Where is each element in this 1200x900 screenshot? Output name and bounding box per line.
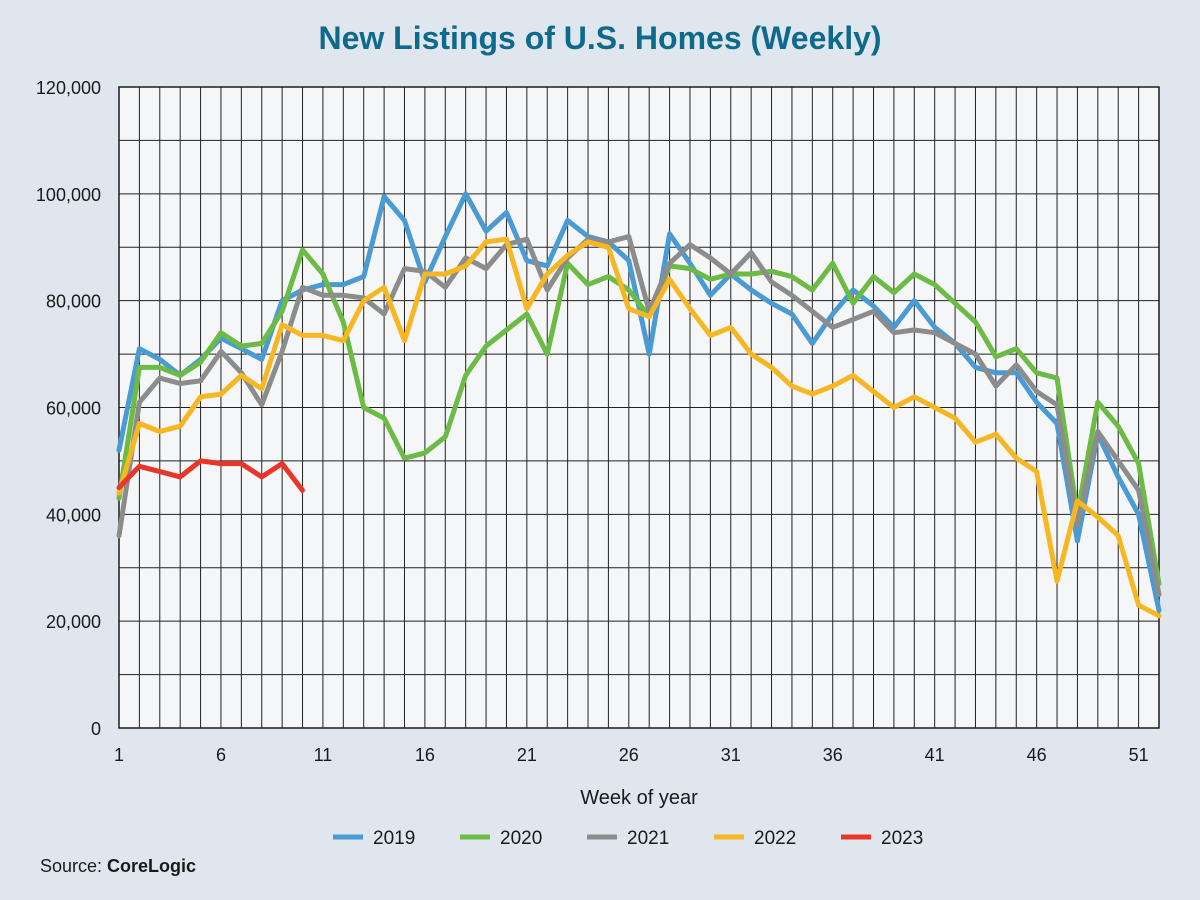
y-tick-label: 0: [91, 719, 101, 739]
series-line-2021: [116, 234, 1162, 597]
legend-label-2020: 2020: [500, 828, 542, 849]
y-tick-label: 60,000: [46, 399, 101, 419]
x-tick-label: 16: [415, 745, 435, 765]
x-axis-label: Week of year: [580, 787, 698, 809]
y-tick-label: 20,000: [46, 612, 101, 632]
x-tick-label: 21: [517, 745, 537, 765]
series-line-2020: [116, 247, 1162, 587]
legend-label-2019: 2019: [373, 828, 415, 849]
y-tick-label: 100,000: [36, 185, 101, 205]
x-tick-label: 51: [1129, 745, 1149, 765]
x-tick-label: 26: [619, 745, 639, 765]
legend-label-2021: 2021: [627, 828, 669, 849]
source-prefix: Source:: [40, 856, 108, 876]
x-tick-label: 41: [925, 745, 945, 765]
y-axis-ticks: 0 20,000 40,000 60,000 80,000 100,000 120,000: [36, 78, 101, 739]
source-note: Source: CoreLogic: [40, 856, 196, 877]
x-tick-label: 1: [114, 745, 124, 765]
legend-label-2023: 2023: [881, 828, 923, 849]
y-tick-label: 120,000: [36, 78, 101, 98]
y-tick-label: 80,000: [46, 292, 101, 312]
series-lines: [116, 191, 1162, 619]
x-tick-label: 36: [823, 745, 843, 765]
legend: 2019 2020 2021 2022 2023: [333, 828, 923, 849]
series-line-2023: [116, 458, 305, 493]
x-tick-label: 6: [216, 745, 226, 765]
y-tick-label: 40,000: [46, 505, 101, 525]
x-tick-label: 31: [721, 745, 741, 765]
chart-title: New Listings of U.S. Homes (Weekly): [318, 20, 882, 56]
x-tick-label: 46: [1027, 745, 1047, 765]
x-tick-label: 11: [314, 745, 333, 765]
series-line-2022: [116, 236, 1162, 619]
legend-label-2022: 2022: [754, 828, 796, 849]
x-axis-ticks: 1 6 11 16 21 26 31 36 41 46 51: [114, 745, 1149, 765]
source-name: CoreLogic: [107, 856, 197, 876]
